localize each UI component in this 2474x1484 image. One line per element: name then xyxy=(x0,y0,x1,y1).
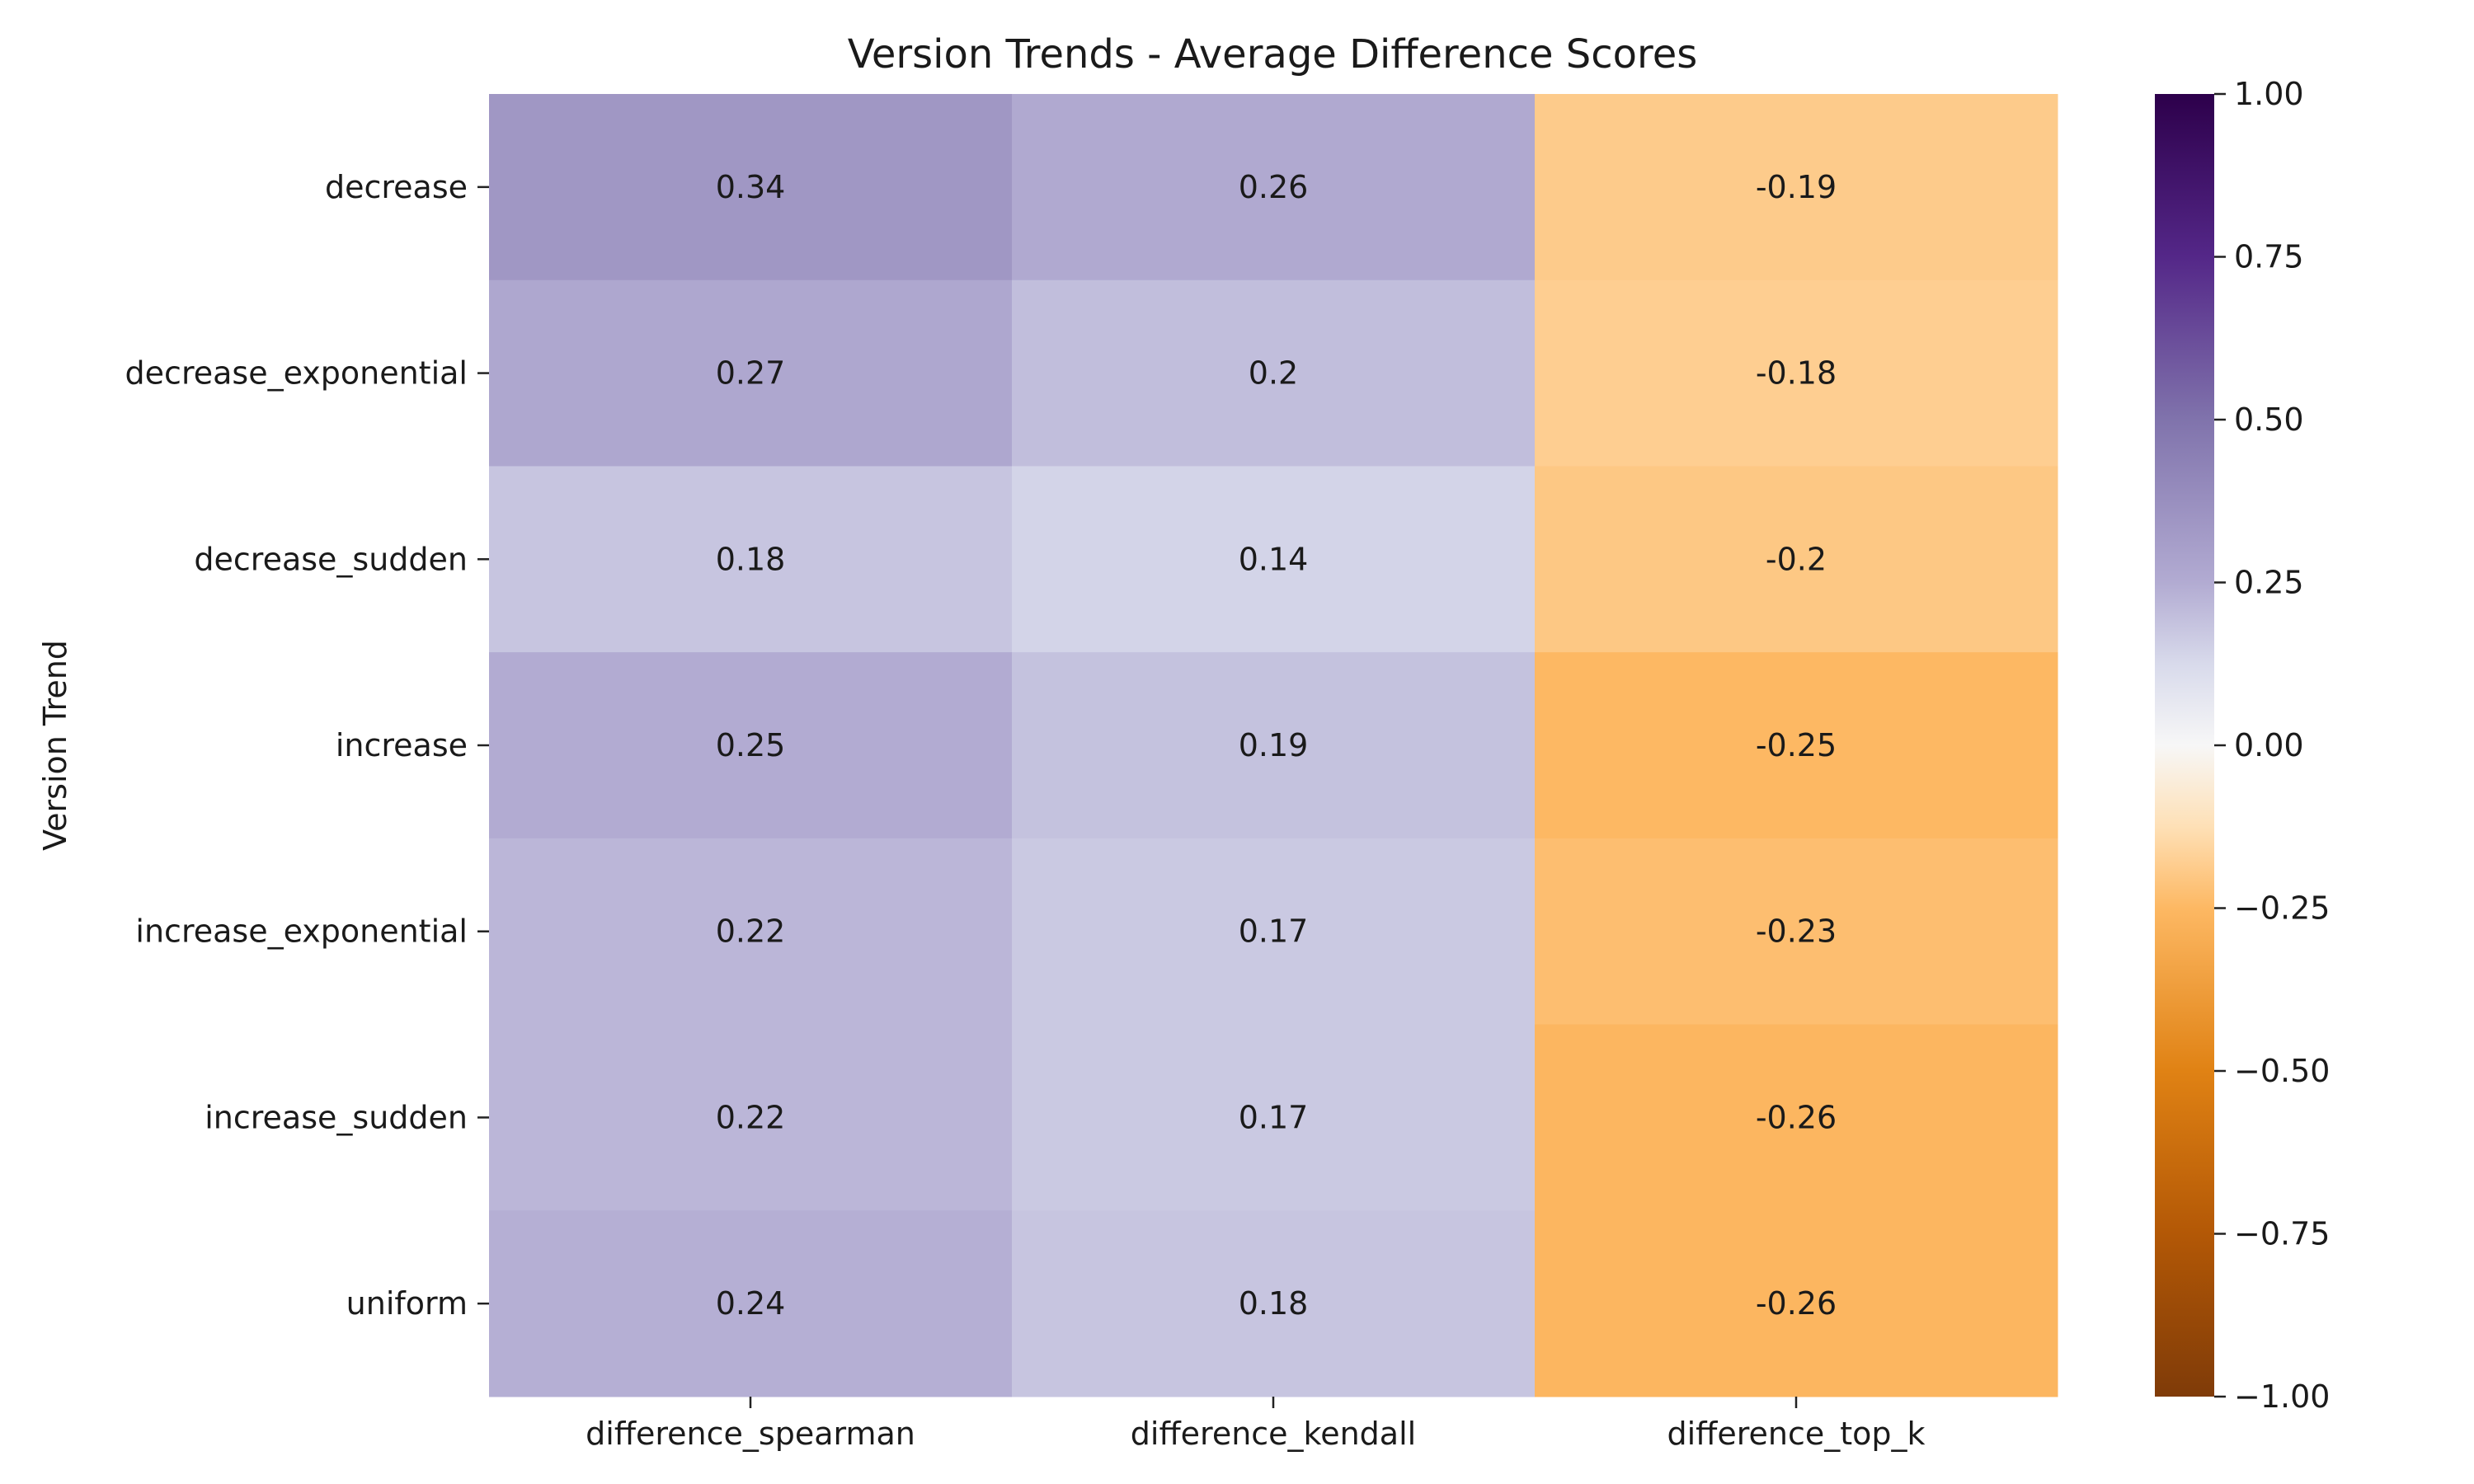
x-tick-label: difference_top_k xyxy=(1667,1416,1925,1452)
y-tick-label: uniform xyxy=(346,1285,468,1322)
cell-value-label: -0.26 xyxy=(1756,1099,1837,1135)
cell-value-label: 0.19 xyxy=(1239,727,1309,763)
colorbar-tick-label: −0.25 xyxy=(2234,890,2330,927)
cell-value-label: -0.25 xyxy=(1756,727,1837,763)
x-tick-label: difference_kendall xyxy=(1131,1416,1416,1452)
cell-value-label: 0.27 xyxy=(716,355,786,392)
heatmap-cell xyxy=(489,279,1013,467)
heatmap-cell xyxy=(1012,838,1536,1026)
heatmap-cell xyxy=(1535,279,2058,467)
y-tick-label: increase_sudden xyxy=(205,1099,468,1135)
cell-value-label: 0.18 xyxy=(1239,1285,1309,1322)
x-axis-ticks: difference_spearman difference_kendall dif… xyxy=(586,1397,1926,1452)
y-tick-label: decrease_sudden xyxy=(194,541,468,577)
cell-value-label: 0.26 xyxy=(1239,169,1309,205)
cell-value-label: 0.14 xyxy=(1239,541,1309,577)
heatmap-cell xyxy=(1535,466,2058,653)
colorbar-tick-label: 0.50 xyxy=(2234,402,2304,438)
cell-value-label: -0.19 xyxy=(1756,169,1837,205)
cell-value-label: 0.24 xyxy=(716,1285,786,1322)
heatmap-cell xyxy=(489,652,1013,839)
cell-value-label: 0.22 xyxy=(716,1099,786,1135)
colorbar-tick-label: 0.25 xyxy=(2234,565,2304,601)
heatmap-cell xyxy=(489,94,1013,281)
cell-value-label: 0.22 xyxy=(716,913,786,950)
x-tick-label: difference_spearman xyxy=(586,1416,915,1452)
heatmap-cell xyxy=(1535,1210,2058,1397)
heatmap-value-labels: 0.34 0.26 -0.19 0.27 0.2 -0.18 0.18 0.14 -0.2 0.2… xyxy=(716,169,1837,1322)
colorbar-tick-label: −0.50 xyxy=(2234,1053,2330,1089)
cell-value-label: 0.17 xyxy=(1239,913,1309,950)
heatmap-cell xyxy=(489,838,1013,1026)
cell-value-label: 0.34 xyxy=(716,169,786,205)
heatmap-cell xyxy=(1012,1210,1536,1397)
y-axis-ticks: decrease decrease_exponential decrease_sud… xyxy=(125,169,489,1322)
colorbar-tick-label: 0.00 xyxy=(2234,727,2304,763)
cell-value-label: -0.2 xyxy=(1766,541,1827,577)
cell-value-label: -0.23 xyxy=(1756,913,1837,950)
cell-value-label: 0.17 xyxy=(1239,1099,1309,1135)
y-tick-label: increase xyxy=(336,727,468,763)
colorbar-tick-label: −0.75 xyxy=(2234,1216,2330,1252)
y-tick-label: decrease_exponential xyxy=(125,355,468,392)
heatmap-cell xyxy=(1012,279,1536,467)
heatmap-cell xyxy=(1012,652,1536,839)
cell-value-label: 0.18 xyxy=(716,541,786,577)
y-axis-label: Version Trend xyxy=(37,640,73,851)
colorbar-ticks: 1.00 0.75 0.50 0.25 0.00 −0.25 −0.50 −0.75 −1.00 xyxy=(2214,76,2330,1415)
heatmap-cell xyxy=(1535,652,2058,839)
heatmap-cells xyxy=(489,94,2058,1397)
heatmap-cell xyxy=(1012,94,1536,281)
heatmap-cell xyxy=(489,1024,1013,1211)
cell-value-label: 0.25 xyxy=(716,727,786,763)
heatmap-cell xyxy=(1012,466,1536,653)
colorbar-tick-label: 0.75 xyxy=(2234,239,2304,275)
colorbar-tick-label: 1.00 xyxy=(2234,76,2304,112)
cell-value-label: 0.2 xyxy=(1249,355,1298,392)
chart-title: Version Trends - Average Difference Scor… xyxy=(848,31,1698,77)
heatmap-cell xyxy=(1535,838,2058,1026)
heatmap-cell xyxy=(1535,94,2058,281)
colorbar-tick-label: −1.00 xyxy=(2234,1378,2330,1415)
heatmap-cell xyxy=(1012,1024,1536,1211)
cell-value-label: -0.26 xyxy=(1756,1285,1837,1322)
colorbar xyxy=(2155,94,2214,1397)
y-tick-label: increase_exponential xyxy=(135,913,468,950)
y-tick-label: decrease xyxy=(325,169,468,205)
heatmap-cell xyxy=(1535,1024,2058,1211)
heatmap-cell xyxy=(489,1210,1013,1397)
heatmap-cell xyxy=(489,466,1013,653)
cell-value-label: -0.18 xyxy=(1756,355,1837,392)
